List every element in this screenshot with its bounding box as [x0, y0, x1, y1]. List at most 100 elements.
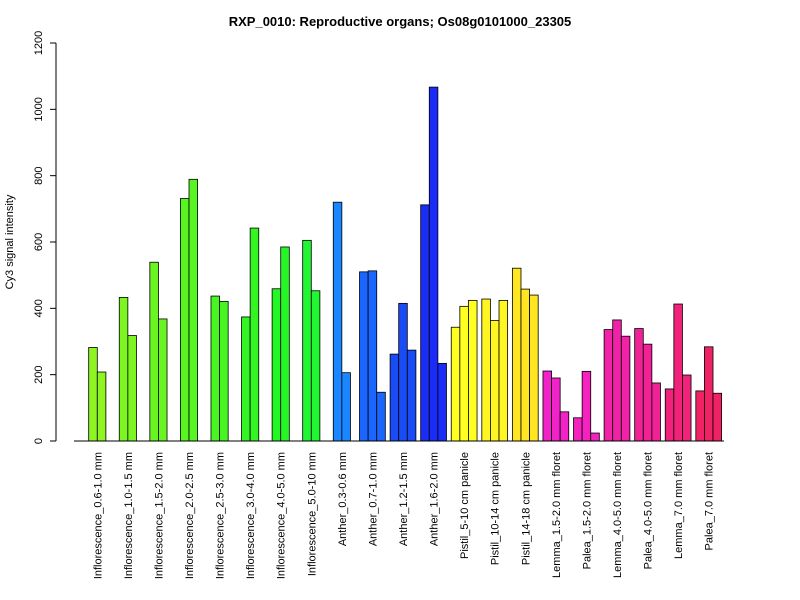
bar: [612, 319, 622, 442]
bar: [158, 318, 168, 442]
x-tick-label: Inflorescence_4.0-5.0 mm: [276, 452, 288, 579]
bar: [581, 370, 592, 442]
x-tick-label: Inflorescence_1.5-2.0 mm: [153, 452, 165, 579]
bar: [302, 239, 312, 442]
x-tick-label: Inflorescence_3.0-4.0 mm: [245, 452, 257, 579]
bar-group: [179, 178, 199, 442]
x-tick-label: Inflorescence_2.5-3.0 mm: [215, 452, 227, 579]
chart-title: RXP_0010: Reproductive organs; Os08g0101…: [229, 14, 572, 29]
bar: [573, 417, 583, 442]
y-axis: 0 200 400 600 800 1000 1200: [33, 31, 57, 444]
bar-group: [695, 346, 723, 442]
bar-group: [664, 303, 692, 442]
bar: [468, 299, 478, 442]
bar: [695, 390, 705, 442]
bar-group: [271, 246, 290, 442]
bar: [210, 295, 220, 442]
bar: [249, 227, 260, 442]
bar: [634, 328, 644, 442]
x-tick-label: Inflorescence_0.6-1.0 mm: [92, 452, 104, 579]
bar-group: [450, 299, 478, 442]
bar: [359, 271, 369, 442]
bar: [603, 329, 614, 442]
category-labels: Inflorescence_0.6-1.0 mm Inflorescence_1.…: [92, 452, 715, 579]
y-tick-label: 200: [33, 365, 45, 383]
bar: [511, 267, 522, 442]
bar-group: [359, 270, 386, 442]
bar: [542, 370, 552, 442]
bar-group: [420, 86, 447, 442]
x-tick-label: Palea_7.0 mm floret: [704, 452, 716, 550]
bar-group: [542, 370, 570, 442]
bar-group: [118, 296, 137, 442]
x-tick-label: Inflorescence_2.0-2.5 mm: [184, 452, 196, 579]
x-tick-label: Palea_4.0-5.0 mm floret: [643, 452, 655, 569]
x-tick-label: Inflorescence_5.0-10 mm: [306, 452, 318, 576]
bar: [332, 201, 343, 442]
x-tick-label: Anther_1.2-1.5 mm: [398, 452, 410, 546]
bar: [310, 290, 321, 442]
bar: [712, 392, 723, 442]
y-tick-label: 0: [33, 438, 45, 444]
bar: [118, 296, 129, 442]
x-tick-label: Lemma_1.5-2.0 mm floret: [551, 452, 563, 578]
x-tick-label: Anther_0.7-1.0 mm: [367, 452, 379, 546]
bar-group: [573, 370, 600, 442]
bar: [280, 246, 290, 442]
y-axis-label: Cy3 signal intensity: [4, 194, 16, 289]
bar-group: [603, 319, 631, 442]
bar: [559, 411, 570, 442]
bar: [127, 335, 137, 442]
y-tick-label: 400: [33, 299, 45, 317]
bar-group: [332, 201, 351, 442]
bar: [96, 371, 107, 442]
bar: [620, 335, 631, 442]
bar: [428, 86, 439, 442]
bar: [219, 300, 229, 442]
bar-group: [88, 347, 107, 442]
x-tick-label: Lemma_4.0-5.0 mm floret: [612, 452, 624, 578]
y-tick-label: 1000: [33, 97, 45, 121]
bars-layer: [88, 86, 723, 442]
bar-group: [149, 261, 168, 442]
y-tick-label: 600: [33, 233, 45, 251]
x-tick-label: Pistil_10-14 cm panicle: [490, 452, 502, 565]
x-tick-label: Palea_1.5-2.0 mm floret: [581, 452, 593, 569]
bar: [498, 299, 509, 442]
bar: [271, 288, 282, 442]
bar: [437, 362, 447, 442]
bar: [179, 198, 190, 442]
bar: [406, 349, 417, 442]
bar: [420, 204, 430, 442]
bar-group: [634, 328, 661, 442]
bar: [664, 388, 675, 442]
bar-group: [241, 227, 260, 442]
x-tick-label: Pistil_14-18 cm panicle: [520, 452, 532, 565]
bar: [149, 261, 159, 442]
bar: [520, 288, 530, 442]
bar: [490, 320, 500, 442]
bar-group: [481, 298, 509, 442]
bar: [682, 374, 692, 442]
bar-group: [389, 302, 417, 442]
bar-group: [210, 295, 229, 442]
x-tick-label: Lemma_7.0 mm floret: [673, 452, 685, 559]
bar: [341, 372, 351, 442]
bar: [367, 270, 378, 442]
x-tick-label: Anther_1.6-2.0 mm: [429, 452, 441, 546]
bar-group: [511, 267, 539, 442]
bar: [450, 326, 461, 442]
x-tick-label: Anther_0.3-0.6 mm: [337, 452, 349, 546]
bar: [590, 432, 600, 442]
bar: [642, 343, 653, 442]
y-tick-label: 800: [33, 166, 45, 184]
bar: [704, 346, 714, 442]
bar: [389, 353, 400, 442]
bar: [529, 294, 539, 442]
x-tick-label: Inflorescence_1.0-1.5 mm: [123, 452, 135, 579]
bar: [459, 305, 469, 442]
bar: [651, 382, 661, 442]
bar: [188, 178, 199, 442]
